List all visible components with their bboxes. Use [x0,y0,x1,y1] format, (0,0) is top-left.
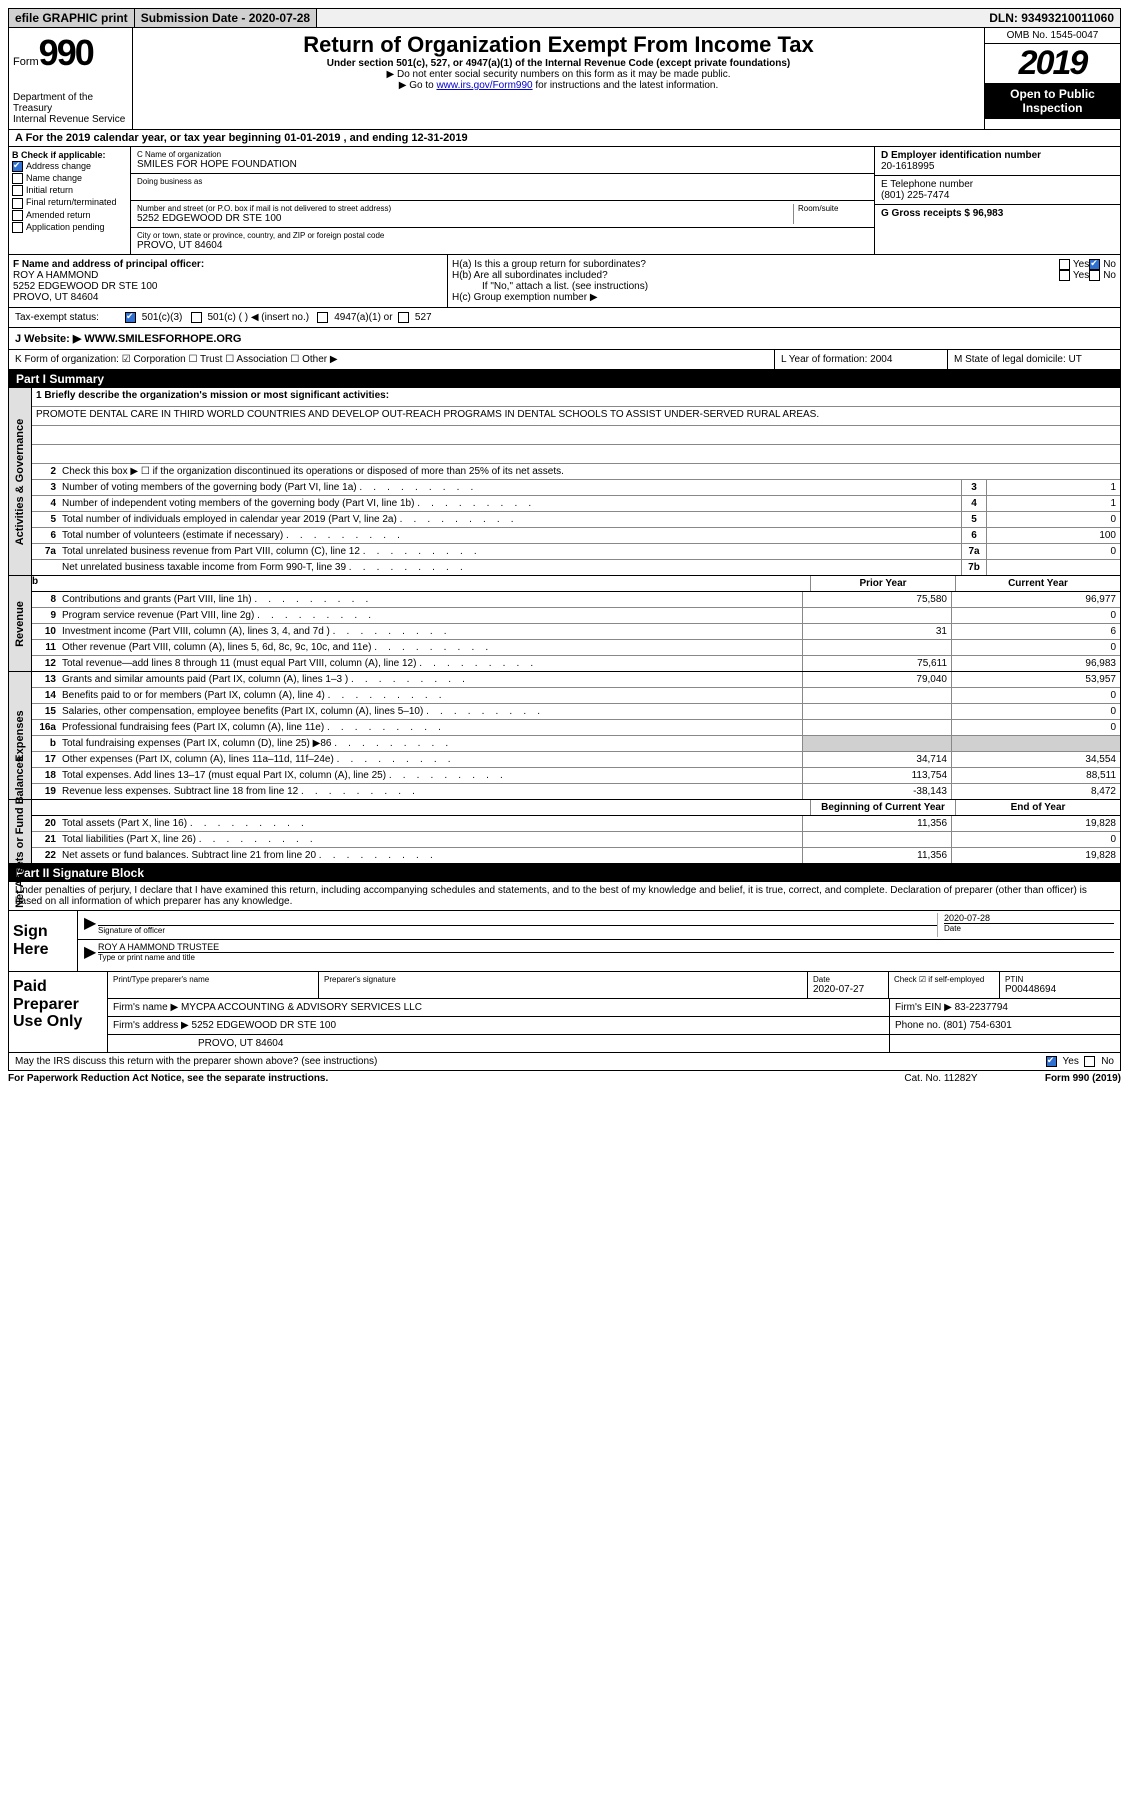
paid-preparer: Paid Preparer Use Only Print/Type prepar… [8,972,1121,1053]
submission-date: Submission Date - 2020-07-28 [135,9,317,27]
footer: For Paperwork Reduction Act Notice, see … [8,1071,1121,1086]
dln: DLN: 93493210011060 [983,9,1120,27]
tax-year: 2019 [985,44,1120,83]
governance-section: Activities & Governance 1 Briefly descri… [8,388,1121,576]
department: Department of the Treasury Internal Reve… [13,92,128,125]
box-b: B Check if applicable: Address change Na… [9,147,131,254]
ein: 20-1618995 [881,161,1114,172]
expenses-section: Expenses 13Grants and similar amounts pa… [8,672,1121,800]
row-f-h: F Name and address of principal officer:… [8,255,1121,308]
website-row: J Website: ▶ WWW.SMILESFORHOPE.ORG [8,328,1121,350]
row-a: A For the 2019 calendar year, or tax yea… [8,130,1121,147]
top-bar: efile GRAPHIC print Submission Date - 20… [8,8,1121,28]
boxes-b-g: B Check if applicable: Address change Na… [8,147,1121,255]
org-city: PROVO, UT 84604 [137,240,868,251]
sign-here: Sign Here ▶ Signature of officer 2020-07… [8,911,1121,972]
cb-name-change[interactable] [12,173,23,184]
declaration: Under penalties of perjury, I declare th… [8,882,1121,911]
tax-exempt-row: Tax-exempt status: 501(c)(3) 501(c) ( ) … [8,308,1121,328]
org-name: SMILES FOR HOPE FOUNDATION [137,159,868,170]
open-public: Open to Public Inspection [985,83,1120,119]
line3: ▶ Go to www.irs.gov/Form990 for instruct… [137,80,980,91]
cb-final[interactable] [12,198,23,209]
org-address: 5252 EDGEWOOD DR STE 100 [137,213,793,224]
revenue-section: Revenue bPrior YearCurrent Year 8Contrib… [8,576,1121,672]
part2-header: Part II Signature Block [8,864,1121,882]
phone: (801) 225-7474 [881,190,1114,201]
mission-text: PROMOTE DENTAL CARE IN THIRD WORLD COUNT… [32,407,1120,426]
website-url: WWW.SMILESFORHOPE.ORG [81,333,241,345]
gross-receipts: G Gross receipts $ 96,983 [875,205,1120,222]
irs-link[interactable]: www.irs.gov/Form990 [436,80,532,91]
cb-address-change[interactable] [12,161,23,172]
part1-header: Part I Summary [8,370,1121,388]
subtitle: Under section 501(c), 527, or 4947(a)(1)… [137,58,980,69]
discuss-row: May the IRS discuss this return with the… [8,1053,1121,1071]
row-k: K Form of organization: ☑ Corporation ☐ … [8,350,1121,370]
net-assets-section: Net Assets or Fund Balances Beginning of… [8,800,1121,864]
header: Form 990 Department of the Treasury Inte… [8,28,1121,130]
cb-initial[interactable] [12,185,23,196]
box-c: C Name of organization SMILES FOR HOPE F… [131,147,874,254]
form-word: Form [13,56,39,68]
cb-pending[interactable] [12,222,23,233]
omb: OMB No. 1545-0047 [985,28,1120,44]
efile-btn[interactable]: efile GRAPHIC print [9,9,135,27]
form-number: 990 [39,32,93,74]
form-title: Return of Organization Exempt From Incom… [137,32,980,58]
line2: ▶ Do not enter social security numbers o… [137,69,980,80]
cb-amended[interactable] [12,210,23,221]
